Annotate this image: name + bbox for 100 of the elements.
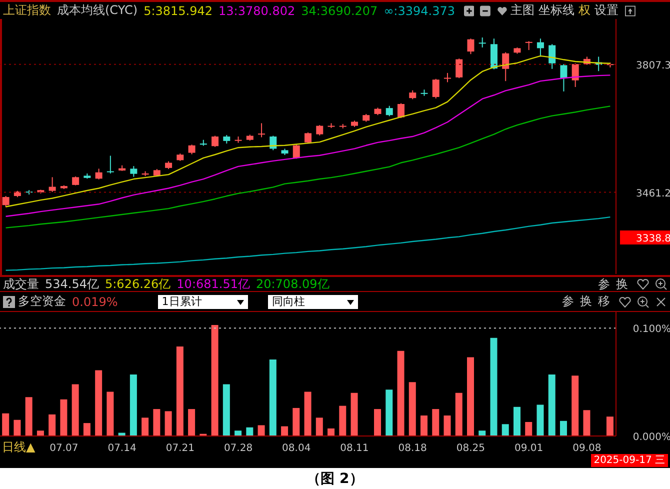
x-tick-label: 07.14 <box>108 443 136 454</box>
candlestick <box>316 124 324 136</box>
candlestick <box>456 58 463 79</box>
y-tick-label: 3807.3 <box>636 60 670 72</box>
candlestick <box>2 196 10 208</box>
bar <box>316 418 323 436</box>
bar <box>560 420 567 436</box>
bar <box>72 384 79 436</box>
bar <box>25 397 32 436</box>
bar <box>548 374 556 436</box>
text: 换 <box>616 276 628 292</box>
bar <box>478 430 486 436</box>
bar <box>176 346 184 436</box>
candlestick <box>48 176 56 192</box>
bar <box>130 374 137 436</box>
bar <box>83 423 90 436</box>
bar <box>536 404 544 436</box>
text: 534.54亿 <box>45 276 99 292</box>
candlestick <box>397 102 404 119</box>
candlestick <box>188 144 196 155</box>
bar <box>222 384 230 436</box>
bar <box>48 414 56 436</box>
x-tick-label: 08.04 <box>282 443 311 454</box>
line-series <box>5 106 611 228</box>
bar <box>292 408 300 436</box>
candlestick <box>106 155 114 174</box>
chart-subtitle: 成本均线(CYC) <box>57 2 138 19</box>
bar <box>490 338 498 436</box>
x-tick-label: 08.25 <box>456 443 486 454</box>
candlestick <box>467 38 474 55</box>
bar <box>386 390 393 436</box>
x-tick-label: 09.08 <box>572 443 602 454</box>
bar <box>572 376 579 436</box>
text: 参 <box>562 293 574 310</box>
candlestick <box>478 36 486 48</box>
text: 34:3690.207 <box>301 4 378 18</box>
bar <box>304 392 312 436</box>
chart-subtitle: 0.019% <box>72 294 118 308</box>
x-tick-label: 08.18 <box>398 443 427 454</box>
candlestick <box>444 72 451 83</box>
candlestick <box>212 135 219 148</box>
text: 5:626.26亿 <box>105 276 171 292</box>
bar <box>525 422 532 436</box>
bar <box>95 370 102 436</box>
text: 20:708.09亿 <box>256 276 330 292</box>
candlestick <box>572 62 579 88</box>
text: 坐标线 <box>538 2 574 19</box>
bar <box>583 410 590 436</box>
bar <box>374 409 382 436</box>
y-tick-label: 3461.2 <box>636 188 670 200</box>
bar <box>397 350 404 436</box>
bar <box>153 409 160 436</box>
bar <box>269 359 276 436</box>
bar <box>281 426 288 436</box>
text: 移 <box>598 293 610 310</box>
bar <box>606 416 614 436</box>
bar <box>234 430 242 436</box>
x-tick-label: 07.28 <box>224 443 253 454</box>
bar <box>106 392 114 436</box>
x-tick-label: 07.07 <box>50 443 78 454</box>
dropdown-field: 同向柱 <box>268 294 358 308</box>
text: （图 2） <box>306 470 364 488</box>
bar <box>432 409 440 436</box>
chart-title: 多空资金 <box>18 293 66 310</box>
text: 换 <box>580 293 592 310</box>
text: 主图 <box>510 2 534 19</box>
bar <box>246 427 254 436</box>
candlestick <box>95 168 102 180</box>
line-series <box>5 216 611 271</box>
bar <box>258 425 265 436</box>
candlestick <box>502 52 510 82</box>
text: 日线▲ <box>2 439 36 456</box>
candlestick <box>130 166 138 178</box>
x-tick-label: 08.11 <box>340 443 369 454</box>
candlestick <box>560 64 568 92</box>
bar <box>188 409 196 436</box>
bar <box>60 399 68 436</box>
bar <box>142 418 149 436</box>
text: 成交量 <box>3 276 39 292</box>
bar <box>513 406 520 436</box>
candlestick <box>525 40 532 51</box>
candlestick <box>386 105 393 117</box>
dropdown-field: 1日累计 <box>158 294 248 308</box>
bar <box>164 411 172 436</box>
text: 13:3780.802 <box>218 4 296 18</box>
text: 参 <box>598 276 610 292</box>
x-tick-label: 07.21 <box>166 443 194 454</box>
text: ∞:3394.373 <box>384 4 455 18</box>
bar <box>467 357 474 436</box>
y-tick-label: 0.000% <box>632 432 670 443</box>
bar <box>444 416 451 436</box>
text: 2025-09-17 三 <box>590 454 668 467</box>
bar <box>455 392 462 436</box>
bar <box>211 324 218 436</box>
bar <box>502 424 509 436</box>
text: 设置 <box>594 2 618 19</box>
candlestick <box>292 144 300 160</box>
bar <box>339 406 346 436</box>
text: 10:681.51亿 <box>176 276 250 292</box>
chart-title: 上证指数 <box>3 2 51 19</box>
